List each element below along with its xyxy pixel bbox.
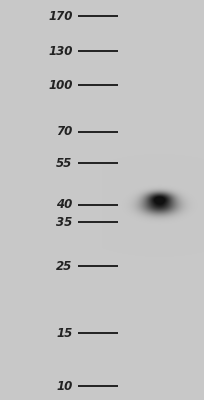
Text: 35: 35 — [56, 216, 72, 229]
Text: 55: 55 — [56, 157, 72, 170]
Text: 10: 10 — [56, 380, 72, 392]
Text: 25: 25 — [56, 260, 72, 273]
Text: 130: 130 — [48, 44, 72, 58]
Text: 15: 15 — [56, 326, 72, 340]
Text: 100: 100 — [48, 79, 72, 92]
Text: 40: 40 — [56, 198, 72, 212]
Text: 70: 70 — [56, 125, 72, 138]
Text: 170: 170 — [48, 10, 72, 22]
